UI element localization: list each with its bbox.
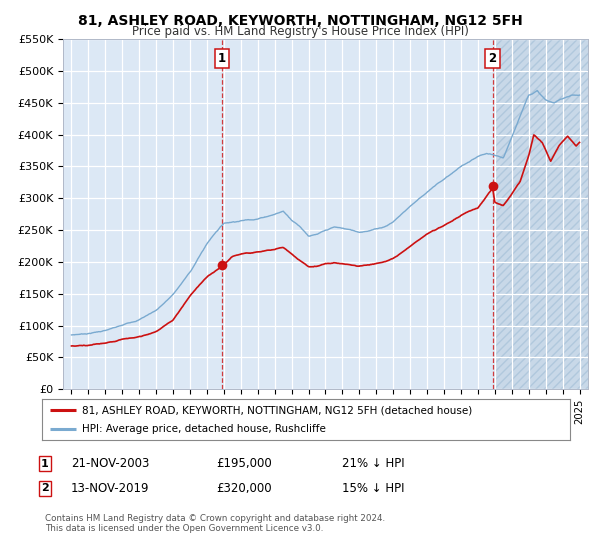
Text: Contains HM Land Registry data © Crown copyright and database right 2024.
This d: Contains HM Land Registry data © Crown c… [45, 514, 385, 534]
Bar [495, 39, 588, 389]
Text: 2: 2 [488, 52, 497, 65]
Text: 13-NOV-2019: 13-NOV-2019 [71, 482, 149, 495]
Text: £320,000: £320,000 [216, 482, 272, 495]
Text: HPI: Average price, detached house, Rushcliffe: HPI: Average price, detached house, Rush… [82, 424, 325, 433]
Text: 1: 1 [218, 52, 226, 65]
Text: Price paid vs. HM Land Registry's House Price Index (HPI): Price paid vs. HM Land Registry's House … [131, 25, 469, 38]
Bar [63, 39, 495, 389]
Text: 21% ↓ HPI: 21% ↓ HPI [342, 457, 404, 470]
Text: 15% ↓ HPI: 15% ↓ HPI [342, 482, 404, 495]
Text: 81, ASHLEY ROAD, KEYWORTH, NOTTINGHAM, NG12 5FH (detached house): 81, ASHLEY ROAD, KEYWORTH, NOTTINGHAM, N… [82, 405, 472, 415]
Text: 81, ASHLEY ROAD, KEYWORTH, NOTTINGHAM, NG12 5FH: 81, ASHLEY ROAD, KEYWORTH, NOTTINGHAM, N… [77, 14, 523, 28]
Text: £195,000: £195,000 [216, 457, 272, 470]
Text: 2: 2 [41, 483, 49, 493]
Text: 21-NOV-2003: 21-NOV-2003 [71, 457, 149, 470]
Text: 1: 1 [41, 459, 49, 469]
